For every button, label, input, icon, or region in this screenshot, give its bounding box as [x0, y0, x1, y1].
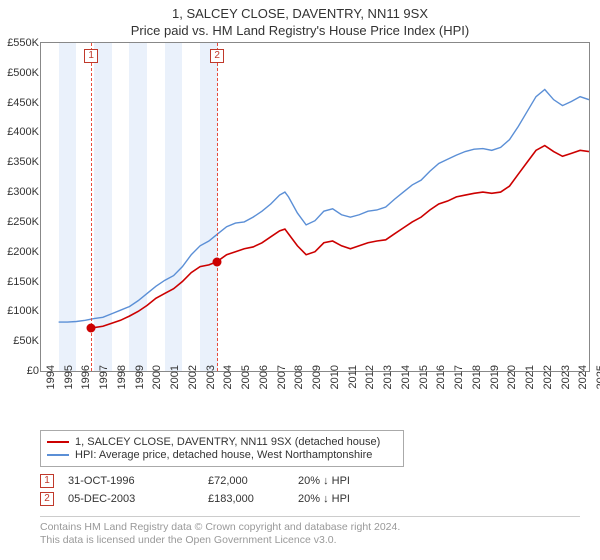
x-axis-label: 2009	[311, 365, 323, 389]
x-axis-label: 2001	[169, 365, 181, 389]
x-axis-label: 2007	[276, 365, 288, 389]
x-axis-label: 2022	[542, 365, 554, 389]
event-price: £72,000	[208, 475, 298, 487]
legend-label: 1, SALCEY CLOSE, DAVENTRY, NN11 9SX (det…	[75, 436, 380, 448]
x-axis-label: 2011	[347, 365, 359, 389]
table-row: 1 31-OCT-1996 £72,000 20% ↓ HPI	[40, 472, 580, 490]
x-axis-label: 2017	[453, 365, 465, 389]
legend-label: HPI: Average price, detached house, West…	[75, 449, 372, 461]
legend-swatch	[47, 441, 69, 443]
event-date: 05-DEC-2003	[68, 493, 208, 505]
y-axis-label: £300K	[1, 186, 39, 198]
footer-line: This data is licensed under the Open Gov…	[40, 534, 580, 547]
chart-titles: 1, SALCEY CLOSE, DAVENTRY, NN11 9SX Pric…	[0, 0, 600, 38]
x-axis-label: 2023	[560, 365, 572, 389]
chart-lines	[41, 43, 589, 371]
x-axis-label: 2006	[258, 365, 270, 389]
y-axis-label: £200K	[1, 246, 39, 258]
x-axis-label: 2005	[240, 365, 252, 389]
y-axis-label: £150K	[1, 276, 39, 288]
x-axis-label: 2004	[222, 365, 234, 389]
event-marker-icon: 2	[210, 49, 224, 63]
x-axis-label: 2020	[506, 365, 518, 389]
y-axis-label: £250K	[1, 216, 39, 228]
x-axis-label: 2000	[151, 365, 163, 389]
y-axis-label: £450K	[1, 97, 39, 109]
events-table: 1 31-OCT-1996 £72,000 20% ↓ HPI 2 05-DEC…	[40, 472, 580, 508]
series-property	[91, 146, 589, 328]
y-axis-label: £350K	[1, 156, 39, 168]
table-row: 2 05-DEC-2003 £183,000 20% ↓ HPI	[40, 490, 580, 508]
title-subtitle: Price paid vs. HM Land Registry's House …	[0, 23, 600, 38]
plot-area: £0£50K£100K£150K£200K£250K£300K£350K£400…	[40, 42, 590, 372]
y-axis-label: £100K	[1, 305, 39, 317]
event-delta: 20% ↓ HPI	[298, 493, 398, 505]
x-axis-label: 1998	[116, 365, 128, 389]
x-axis-label: 1994	[45, 365, 57, 389]
chart-container: £0£50K£100K£150K£200K£250K£300K£350K£400…	[40, 42, 590, 400]
event-delta: 20% ↓ HPI	[298, 475, 398, 487]
x-axis-label: 2008	[293, 365, 305, 389]
x-axis-label: 1999	[134, 365, 146, 389]
y-axis-label: £0	[1, 365, 39, 377]
event-vline	[217, 43, 218, 371]
event-dot	[87, 324, 96, 333]
series-hpi	[59, 90, 589, 323]
y-axis-label: £500K	[1, 67, 39, 79]
x-axis-label: 2013	[382, 365, 394, 389]
x-axis-label: 1995	[63, 365, 75, 389]
y-axis-label: £550K	[1, 37, 39, 49]
x-axis-label: 2025	[595, 365, 600, 389]
legend-row: 1, SALCEY CLOSE, DAVENTRY, NN11 9SX (det…	[47, 436, 397, 448]
x-axis-label: 2012	[364, 365, 376, 389]
event-dot	[212, 257, 221, 266]
x-axis-label: 2015	[418, 365, 430, 389]
legend-box: 1, SALCEY CLOSE, DAVENTRY, NN11 9SX (det…	[40, 430, 404, 467]
event-price: £183,000	[208, 493, 298, 505]
event-marker-icon: 2	[40, 492, 54, 506]
event-vline	[91, 43, 92, 371]
footer-attribution: Contains HM Land Registry data © Crown c…	[40, 516, 580, 547]
x-axis-label: 2002	[187, 365, 199, 389]
x-axis-label: 2014	[400, 365, 412, 389]
footer-line: Contains HM Land Registry data © Crown c…	[40, 521, 580, 534]
event-date: 31-OCT-1996	[68, 475, 208, 487]
event-marker-icon: 1	[40, 474, 54, 488]
x-axis-label: 1997	[98, 365, 110, 389]
x-axis-label: 2016	[435, 365, 447, 389]
x-axis-label: 2018	[471, 365, 483, 389]
x-axis-label: 2003	[205, 365, 217, 389]
y-axis-label: £50K	[1, 335, 39, 347]
event-marker-icon: 1	[84, 49, 98, 63]
x-axis-label: 2024	[577, 365, 589, 389]
legend-swatch	[47, 454, 69, 456]
x-axis-label: 2021	[524, 365, 536, 389]
x-axis-label: 2019	[489, 365, 501, 389]
title-address: 1, SALCEY CLOSE, DAVENTRY, NN11 9SX	[0, 6, 600, 21]
x-axis-label: 2010	[329, 365, 341, 389]
y-axis-label: £400K	[1, 126, 39, 138]
legend-row: HPI: Average price, detached house, West…	[47, 449, 397, 461]
